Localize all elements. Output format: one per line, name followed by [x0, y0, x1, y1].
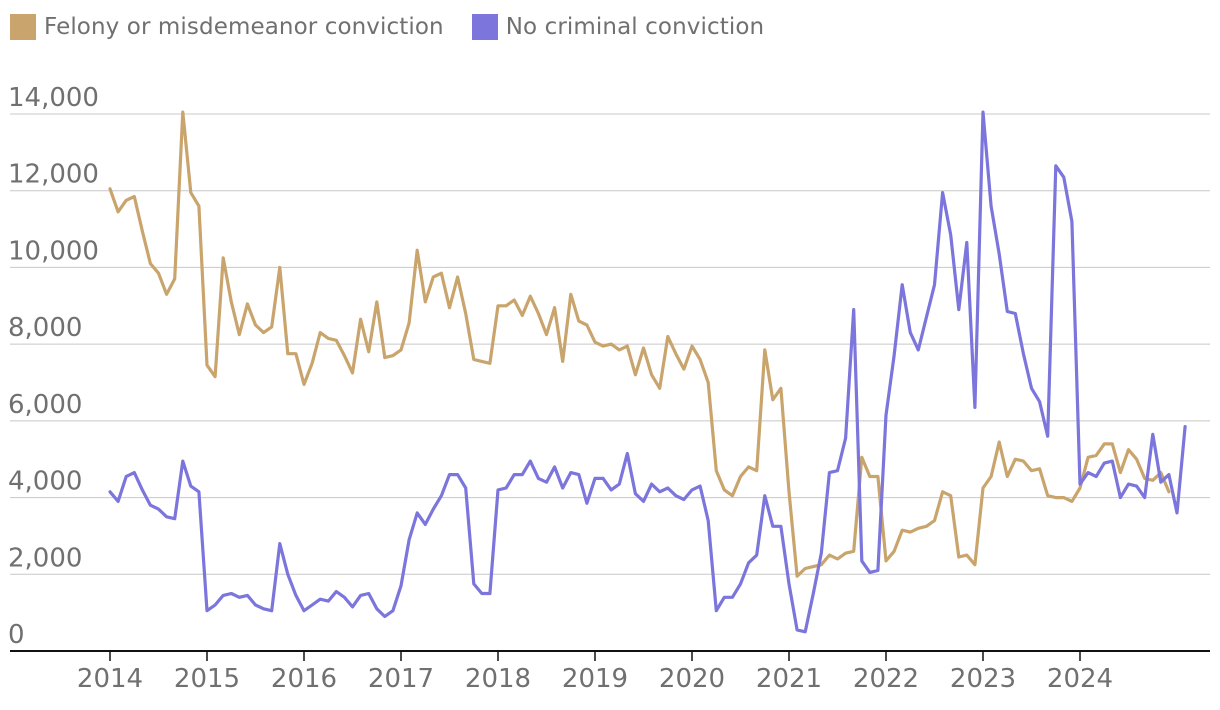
x-tick-label: 2016 — [271, 664, 337, 694]
y-tick-label: 6,000 — [8, 390, 82, 420]
y-tick-label: 10,000 — [8, 236, 99, 266]
y-tick-label: 2,000 — [8, 543, 82, 573]
x-tick-label: 2018 — [465, 664, 531, 694]
y-tick-label: 4,000 — [8, 467, 82, 497]
legend-label-no-conviction: No criminal conviction — [505, 14, 765, 40]
series-no-conviction-line — [108, 110, 1187, 634]
y-tick-label: 14,000 — [8, 83, 99, 113]
x-tick-label: 2022 — [853, 664, 919, 694]
y-axis-labels: 0 2,000 4,000 6,000 8,000 10,000 12,000 14,000 — [8, 83, 99, 650]
legend-swatch-no-conviction — [471, 14, 498, 40]
x-tick-label: 2014 — [77, 664, 143, 694]
x-axis: 2014 2015 2016 2017 2018 2019 2020 2021 2022 2023… — [10, 650, 1210, 694]
series-lines — [108, 110, 1187, 634]
x-tick-label: 2017 — [368, 664, 434, 694]
x-tick-label: 2023 — [950, 664, 1016, 694]
chart-legend: Felony or misdemeanor conviction No crim… — [10, 14, 792, 40]
y-tick-label: 8,000 — [8, 313, 82, 343]
series-felony-line — [108, 110, 1171, 578]
grid-lines — [10, 113, 1210, 575]
x-tick-label: 2020 — [659, 664, 725, 694]
x-tick-label: 2024 — [1047, 664, 1113, 694]
y-tick-label: 0 — [8, 620, 25, 650]
x-tick-label: 2021 — [756, 664, 822, 694]
legend-item-no-conviction[interactable]: No criminal conviction — [471, 14, 765, 40]
x-tick-label: 2019 — [562, 664, 628, 694]
legend-item-felony[interactable]: Felony or misdemeanor conviction — [10, 14, 444, 40]
x-tick-label: 2015 — [174, 664, 240, 694]
legend-label-felony: Felony or misdemeanor conviction — [44, 14, 444, 40]
legend-swatch-felony — [10, 14, 36, 40]
y-tick-label: 12,000 — [8, 160, 99, 190]
